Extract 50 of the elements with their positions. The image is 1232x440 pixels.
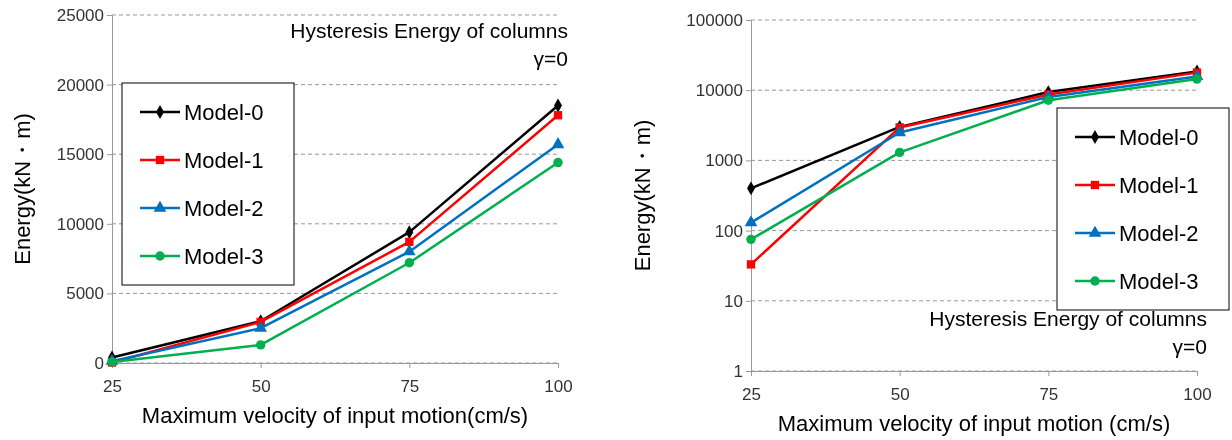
point [746, 260, 756, 269]
x-tick-label: 100 [1183, 385, 1212, 405]
point [255, 340, 266, 350]
x-tick-label: 50 [890, 385, 910, 405]
point [551, 137, 565, 149]
legend-label: Model-1 [184, 148, 264, 173]
chart-title: Hysteresis Energy of columns [290, 19, 568, 42]
y-tick-label: 15000 [56, 145, 104, 165]
y-tick-label: 10 [724, 291, 743, 311]
point [744, 215, 758, 227]
x-tick-label: 75 [400, 377, 420, 397]
text: γ=0 [1172, 335, 1207, 358]
legend-label: Model-3 [184, 244, 264, 269]
y-tick-label: 5000 [66, 284, 104, 304]
y-axis-title: Energy(kN・m) [10, 113, 35, 265]
point [553, 111, 563, 120]
point [402, 244, 416, 256]
y-axis-title: Energy(kN・m) [630, 119, 655, 272]
point [746, 234, 756, 245]
y-tick-label: 100 [714, 221, 743, 241]
x-axis-title: Maximum velocity of input motion(cm/s) [141, 403, 529, 428]
x-tick-label: 50 [251, 377, 271, 397]
text: Hysteresis Energy of columns [929, 307, 1207, 330]
x-tick-label: 100 [544, 377, 573, 397]
x-axis-title: Maximum velocity of input motion (cm/s) [777, 411, 1171, 436]
text: γ=0 [533, 47, 568, 70]
y-tick-label: 1000 [705, 151, 743, 171]
y-tick-label: 0 [94, 353, 104, 373]
point [405, 237, 414, 247]
legend-label: Model-0 [1119, 125, 1199, 150]
legend-label: Model-0 [184, 100, 264, 125]
point [1043, 95, 1054, 105]
point [404, 258, 415, 268]
y-tick-label: 100000 [686, 10, 743, 30]
y-tick-label: 10000 [695, 81, 743, 101]
legend-label: Model-3 [1119, 269, 1199, 294]
x-tick-label: 25 [742, 385, 761, 405]
point [893, 125, 907, 137]
x-tick-label: 75 [1039, 385, 1059, 405]
legend-label: Model-2 [1119, 221, 1199, 246]
y-tick-label: 25000 [56, 5, 104, 25]
legend-label: Model-2 [184, 196, 264, 221]
y-tick-label: 20000 [56, 75, 104, 95]
point [1192, 74, 1202, 84]
y-tick-label: 1 [733, 361, 743, 381]
point [553, 157, 563, 168]
point [894, 147, 905, 158]
y-tick-label: 10000 [56, 214, 104, 234]
legend-label: Model-1 [1119, 173, 1199, 198]
x-tick-label: 25 [103, 377, 122, 397]
